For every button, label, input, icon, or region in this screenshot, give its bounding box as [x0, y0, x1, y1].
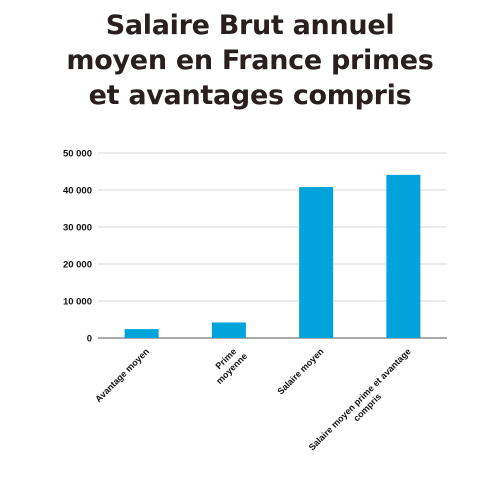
y-tick-label: 50 000 [63, 149, 92, 160]
bar [211, 322, 246, 338]
y-tick-label: 10 000 [63, 297, 92, 308]
bar [124, 329, 159, 338]
y-tick-label: 40 000 [63, 186, 92, 197]
y-tick-label: 0 [87, 334, 92, 345]
chart-title-line-3: et avantages compris [88, 80, 412, 111]
x-category-label: Salaire moyen [275, 346, 325, 396]
x-category-label-line: Salaire moyen prime et avantage [307, 346, 413, 452]
chart-title-line-2: moyen en France primes [66, 45, 434, 76]
chart-title-line-1: Salaire Brut annuel [105, 10, 395, 41]
x-category-label-line: Salaire moyen [275, 346, 325, 396]
x-category-label-line: Avantage moyen [93, 346, 151, 404]
y-tick-label: 30 000 [63, 223, 92, 234]
x-category-label: Avantage moyen [93, 346, 151, 404]
x-category-label: Salaire moyen prime et avantagecompris [307, 346, 421, 460]
bar [386, 174, 421, 338]
bar [299, 187, 334, 338]
chart-title: Salaire Brut annuel moyen en France prim… [0, 8, 500, 113]
x-category-label: Primemoyenne [206, 343, 249, 386]
y-tick-label: 20 000 [63, 260, 92, 271]
